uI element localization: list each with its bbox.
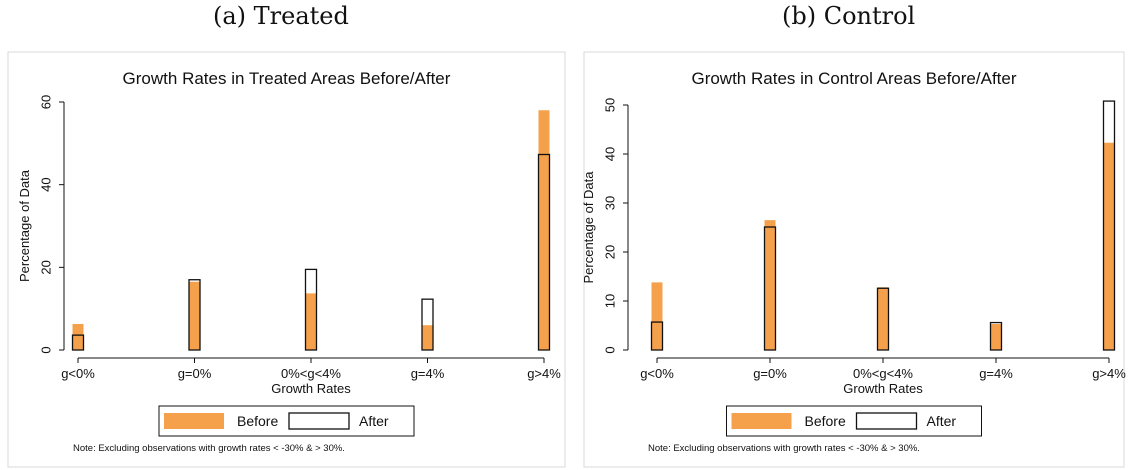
x-axis-label: Growth Rates <box>271 381 351 396</box>
x-tick-label: 0%<g<4% <box>853 366 913 381</box>
bar-after <box>71 334 85 351</box>
bar-after <box>188 279 201 351</box>
legend-label-after: After <box>359 413 389 429</box>
y-tick-label: 0 <box>39 346 54 353</box>
legend-swatch-before <box>164 413 224 429</box>
x-tick-label: g=4% <box>411 366 445 381</box>
chart-title: Growth Rates in Control Areas Before/Aft… <box>691 69 1016 88</box>
bar-before <box>72 323 84 350</box>
legend-swatch-before <box>731 413 792 429</box>
bar-before <box>305 293 317 350</box>
bar-before <box>764 220 776 350</box>
legend-swatch-after <box>855 412 918 430</box>
chart-note: Note: Excluding observations with growth… <box>73 443 345 454</box>
bar-after <box>304 268 318 351</box>
bar-after <box>421 298 434 351</box>
y-tick-label: 50 <box>603 98 618 112</box>
bar-before <box>422 325 433 350</box>
panel-border <box>583 51 1125 468</box>
bar-before <box>990 324 1002 350</box>
x-tick-label: g<0% <box>640 366 674 381</box>
panel-border <box>7 51 566 468</box>
x-tick-label: g>4% <box>1092 366 1126 381</box>
bar-before <box>651 282 663 350</box>
y-tick-label: 40 <box>603 147 618 161</box>
y-tick-label: 40 <box>39 177 54 191</box>
x-tick-label: g=4% <box>979 366 1013 381</box>
y-axis-label: Percentage of Data <box>581 171 596 284</box>
bar-after <box>876 287 890 351</box>
x-tick-label: 0%<g<4% <box>281 366 341 381</box>
bar-after <box>1102 100 1116 351</box>
legend-swatch-after <box>288 412 350 430</box>
y-tick-label: 20 <box>39 260 54 274</box>
control-chart: Growth Rates in Control Areas Before/Aft… <box>581 51 1126 468</box>
chart-note: Note: Excluding observations with growth… <box>648 443 920 454</box>
y-tick-label: 0 <box>603 346 618 353</box>
x-tick-label: g=0% <box>753 366 787 381</box>
x-tick-label: g<0% <box>61 366 95 381</box>
x-tick-label: g=0% <box>178 366 212 381</box>
bar-before <box>189 281 200 350</box>
treated-chart: Growth Rates in Treated Areas Before/Aft… <box>7 51 566 468</box>
y-axis-label: Percentage of Data <box>17 169 32 282</box>
y-tick-label: 60 <box>39 95 54 109</box>
bar-after <box>537 153 551 351</box>
legend-label-before: Before <box>237 413 278 429</box>
bar-after <box>763 226 777 351</box>
bar-after <box>989 321 1003 351</box>
caption-control: (b) Control <box>782 2 916 30</box>
bar-after <box>650 321 664 351</box>
bar-before <box>538 110 550 351</box>
legend-label-after: After <box>927 413 957 429</box>
caption-treated: (a) Treated <box>213 2 349 30</box>
bar-before <box>877 287 889 350</box>
x-axis-label: Growth Rates <box>843 381 923 396</box>
legend-label-before: Before <box>805 413 846 429</box>
chart-title: Growth Rates in Treated Areas Before/Aft… <box>123 69 451 88</box>
y-tick-label: 30 <box>603 196 618 210</box>
x-tick-label: g>4% <box>527 366 561 381</box>
y-tick-label: 20 <box>603 245 618 259</box>
y-tick-label: 10 <box>603 294 618 308</box>
bar-before <box>1103 142 1115 350</box>
